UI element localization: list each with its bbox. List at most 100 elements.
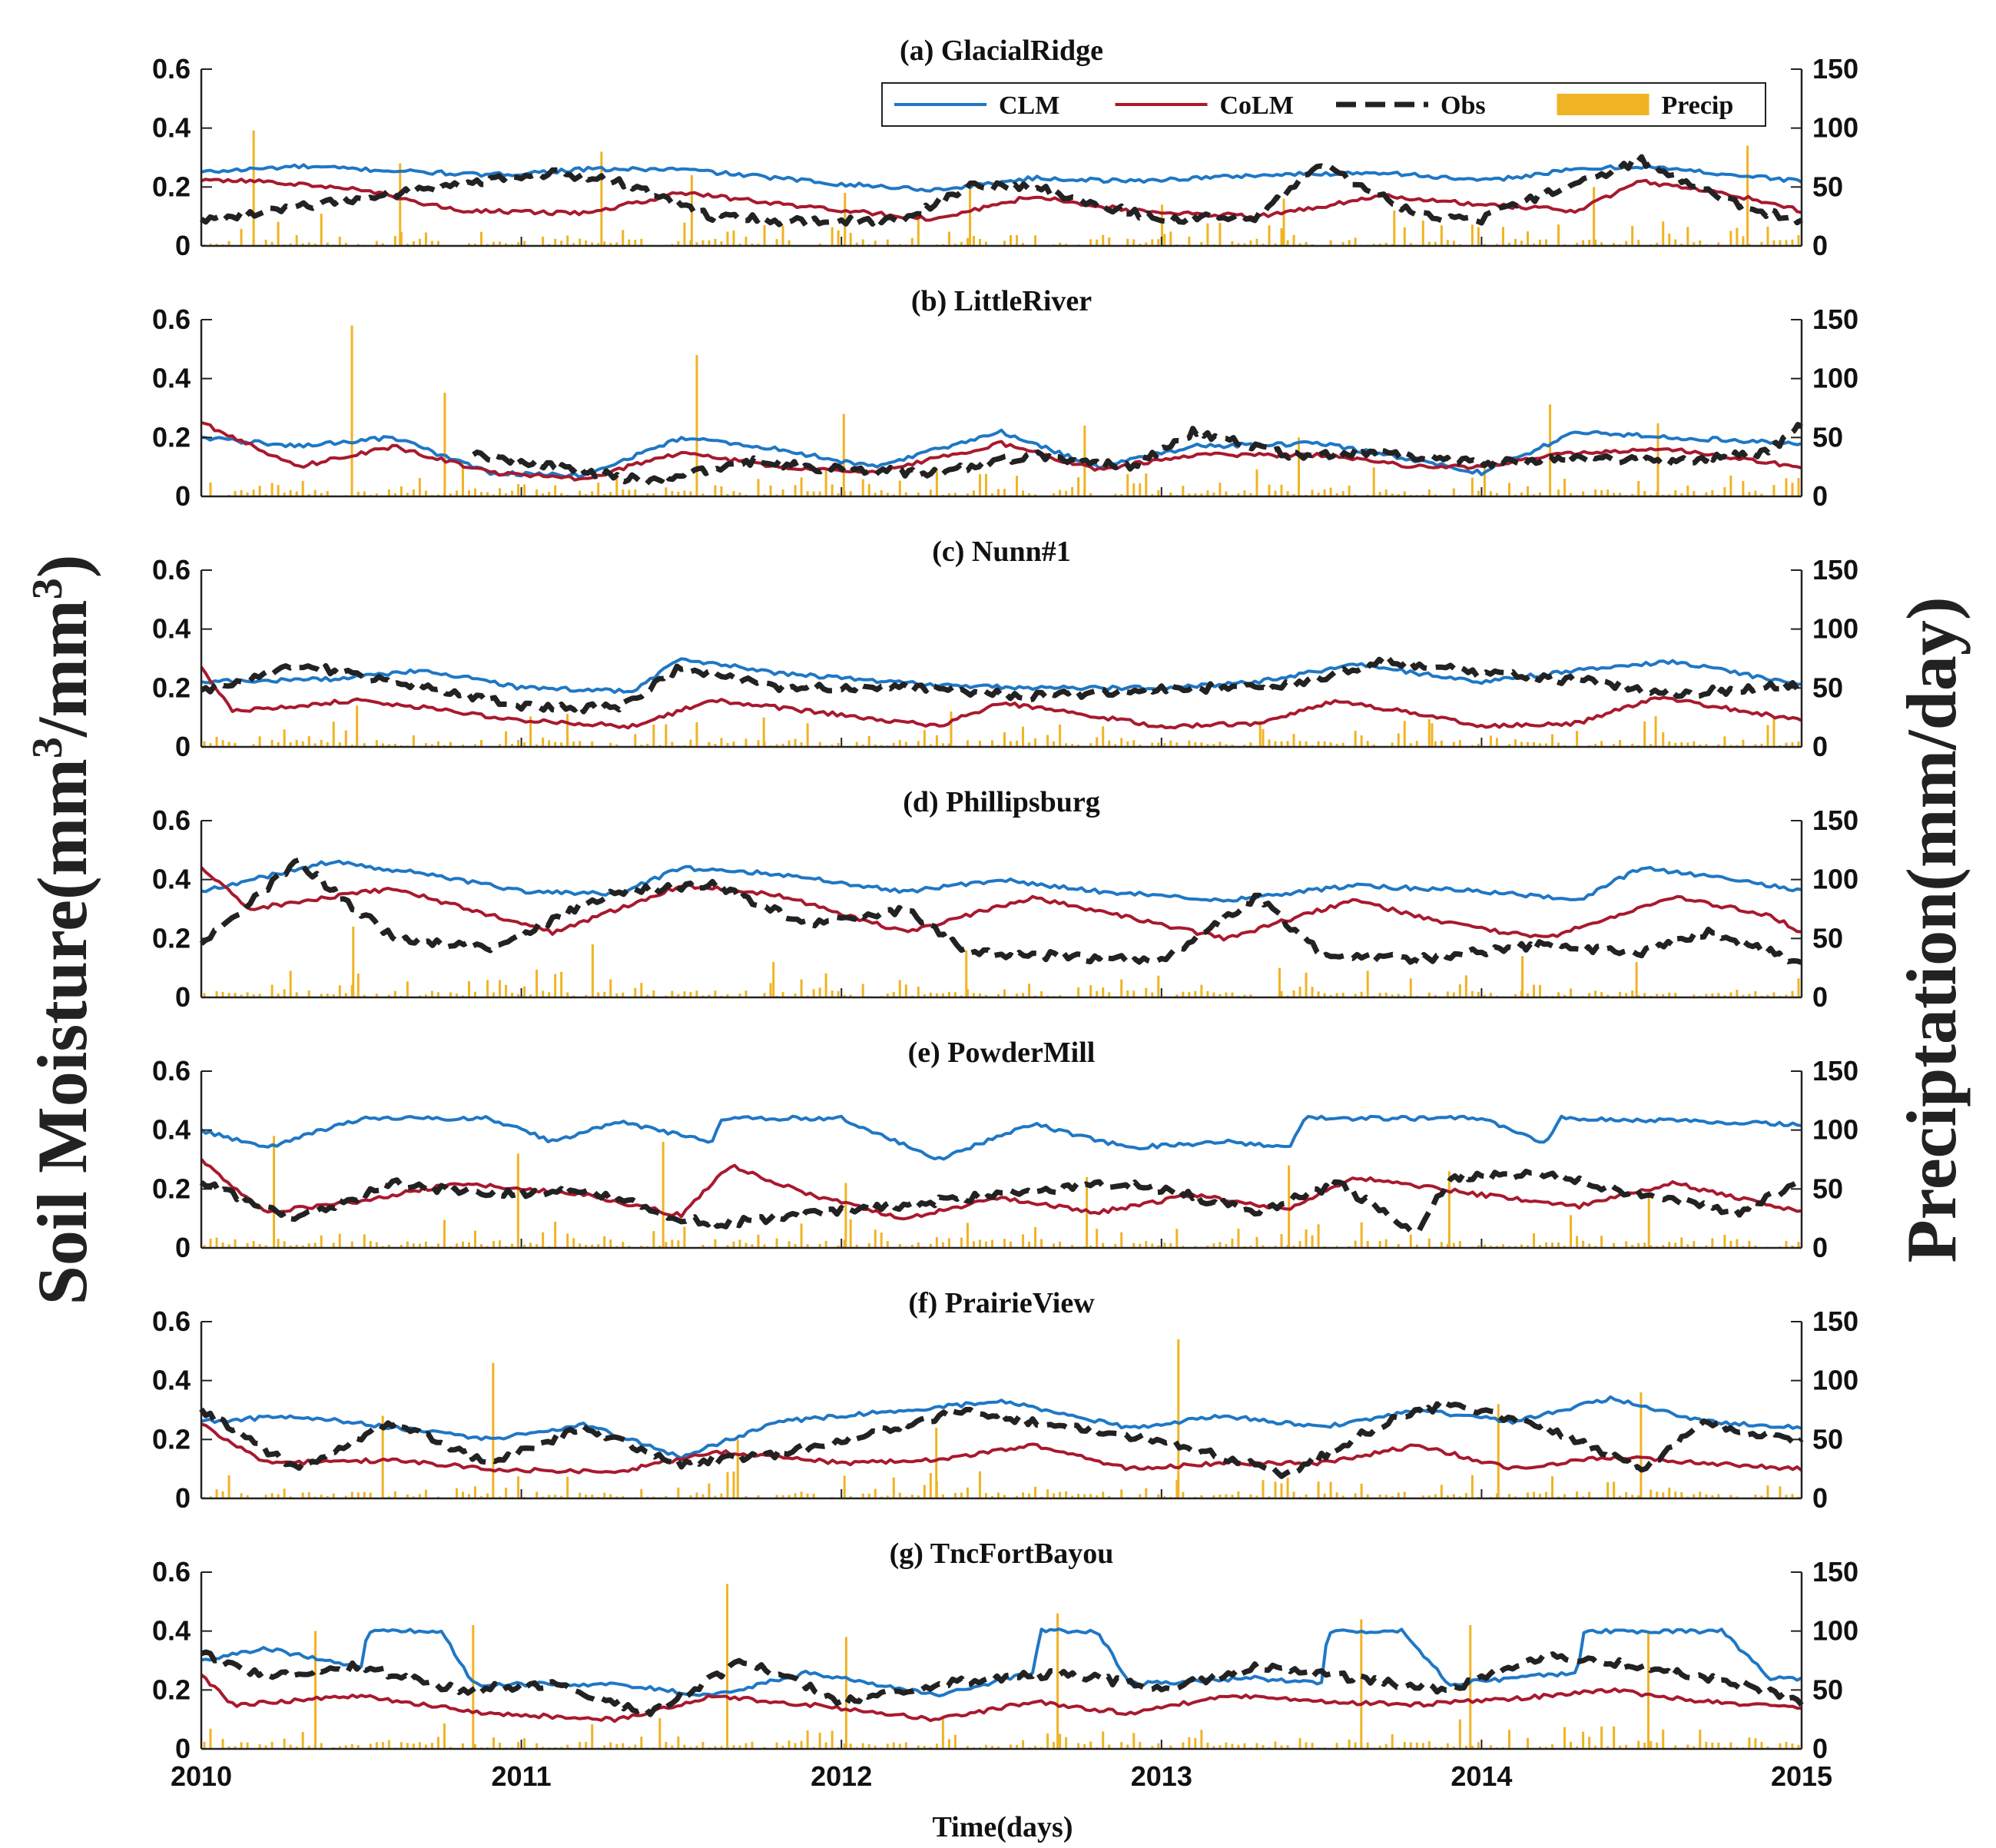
tick-label-right: 150 (1812, 304, 1858, 335)
legend-label: Precip (1662, 91, 1734, 120)
series-clm (201, 1395, 1802, 1460)
tick-label-right: 0 (1812, 480, 1828, 512)
tick-label-x: 2011 (492, 1760, 552, 1792)
series-colm (200, 665, 1802, 730)
series-clm (201, 657, 1802, 695)
panel-title: (f) PrairieView (908, 1287, 1095, 1319)
tick-label-x: 2013 (1131, 1760, 1192, 1792)
tick-label-left: 0.6 (152, 805, 191, 836)
series-colm (200, 1673, 1802, 1724)
panel-title: (a) GlacialRidge (900, 35, 1103, 67)
tick-label-right: 0 (1812, 731, 1828, 762)
tick-label-right: 100 (1812, 1615, 1858, 1647)
tick-label-right: 150 (1812, 1055, 1858, 1087)
tick-label-right: 150 (1812, 1556, 1858, 1588)
series-obs (199, 1400, 1804, 1479)
tick-label-x: 2014 (1451, 1760, 1512, 1792)
tick-label-right: 50 (1812, 171, 1843, 202)
series-obs (200, 154, 1803, 228)
tick-label-right: 100 (1812, 613, 1858, 645)
legend-box (881, 82, 1766, 127)
series-clm (201, 163, 1802, 193)
panel-title: (d) Phillipsburg (903, 786, 1100, 818)
tick-label-left: 0.2 (152, 922, 191, 954)
tick-label-left: 0.4 (152, 1114, 191, 1146)
tick-label-left: 0.6 (152, 304, 191, 335)
tick-label-left: 0.4 (152, 363, 191, 394)
series-clm (200, 1114, 1802, 1161)
panel-1: (a) GlacialRidge 0 0.2 0.4 0.6 0 50 100 150 (152, 35, 1858, 261)
panel-4: (d) Phillipsburg 0 0.2 0.4 0.6 0 50 100 150 (152, 786, 1858, 1013)
legend-label: CoLM (1220, 91, 1294, 120)
tick-label-left: 0.2 (152, 421, 191, 453)
tick-label-left: 0.2 (152, 672, 191, 703)
tick-label-right: 100 (1812, 1114, 1858, 1146)
panel-6: (f) PrairieView 0 0.2 0.4 0.6 0 50 100 150 (152, 1287, 1858, 1514)
y-axis-label-left: Soil Moisture(mm3/mm3) (23, 555, 101, 1306)
tick-label-left: 0.4 (152, 1615, 191, 1647)
series-colm (201, 1422, 1803, 1475)
tick-label-right: 50 (1812, 421, 1843, 453)
tick-label-left: 0 (175, 731, 191, 762)
series-colm (200, 1158, 1802, 1221)
tick-label-left: 0.4 (152, 112, 191, 144)
panel-title: (e) PowderMill (908, 1037, 1096, 1069)
tick-label-left: 0.6 (152, 1306, 191, 1337)
tick-label-right: 0 (1812, 981, 1828, 1013)
tick-label-right: 100 (1812, 112, 1858, 144)
legend: CLM CoLM Obs Precip (881, 82, 1766, 127)
tick-label-left: 0 (175, 1232, 191, 1263)
tick-label-left: 0.2 (152, 1423, 191, 1455)
legend-swatch-precip (1557, 94, 1650, 115)
panel-7: (g) TncFortBayou 0 0.2 0.4 0.6 0 50 100 150 2010 2… (152, 1538, 1858, 1792)
tick-label-left: 0.4 (152, 613, 191, 645)
tick-label-right: 100 (1812, 363, 1858, 394)
series-clm (201, 428, 1802, 479)
tick-label-right: 50 (1812, 1173, 1843, 1204)
precip-bars (203, 1584, 1800, 1749)
tick-label-left: 0 (175, 1733, 191, 1764)
tick-label-right: 150 (1812, 53, 1858, 85)
panel-3: (c) Nunn#1 0 0.2 0.4 0.6 0 50 100 150 (152, 536, 1858, 762)
tick-label-left: 0 (175, 480, 191, 512)
series-colm (200, 866, 1802, 942)
y-axis-label-right: Preciptation(mm/day) (1892, 596, 1971, 1262)
panel-title: (b) LittleRiver (911, 285, 1092, 317)
tick-label-right: 50 (1812, 1674, 1843, 1705)
tick-label-right: 150 (1812, 554, 1858, 586)
series-obs (199, 1168, 1802, 1234)
legend-label: Obs (1441, 91, 1486, 120)
tick-label-right: 100 (1812, 864, 1858, 895)
tick-label-left: 0 (175, 230, 191, 261)
tick-label-left: 0 (175, 1482, 191, 1514)
tick-label-x: 2015 (1771, 1760, 1832, 1792)
tick-label-right: 50 (1812, 1423, 1843, 1455)
tick-label-left: 0.4 (152, 864, 191, 895)
panel-title: (c) Nunn#1 (932, 536, 1071, 568)
panel-5: (e) PowderMill 0 0.2 0.4 0.6 0 50 100 150 (152, 1037, 1858, 1263)
series-obs (200, 1649, 1804, 1717)
tick-label-right: 150 (1812, 1306, 1858, 1337)
panel-title: (g) TncFortBayou (890, 1538, 1114, 1570)
tick-label-right: 0 (1812, 1733, 1828, 1764)
tick-label-left: 0.2 (152, 171, 191, 202)
tick-label-right: 100 (1812, 1365, 1858, 1396)
series-clm (201, 859, 1802, 903)
tick-label-left: 0.6 (152, 554, 191, 586)
tick-label-x: 2012 (811, 1760, 872, 1792)
series-obs (472, 422, 1803, 486)
tick-label-left: 0.2 (152, 1674, 191, 1705)
tick-label-left: 0 (175, 981, 191, 1013)
tick-label-right: 0 (1812, 1482, 1828, 1514)
panel-2: (b) LittleRiver 0 0.2 0.4 0.6 0 50 100 150 (152, 285, 1858, 512)
tick-label-right: 150 (1812, 805, 1858, 836)
tick-label-right: 50 (1812, 672, 1843, 703)
tick-label-x: 2010 (171, 1760, 232, 1792)
tick-label-left: 0.4 (152, 1365, 191, 1396)
tick-label-left: 0.6 (152, 1055, 191, 1087)
tick-label-left: 0.6 (152, 53, 191, 85)
series-colm (201, 178, 1802, 222)
tick-label-right: 50 (1812, 922, 1843, 954)
precip-bars (203, 1136, 1800, 1248)
